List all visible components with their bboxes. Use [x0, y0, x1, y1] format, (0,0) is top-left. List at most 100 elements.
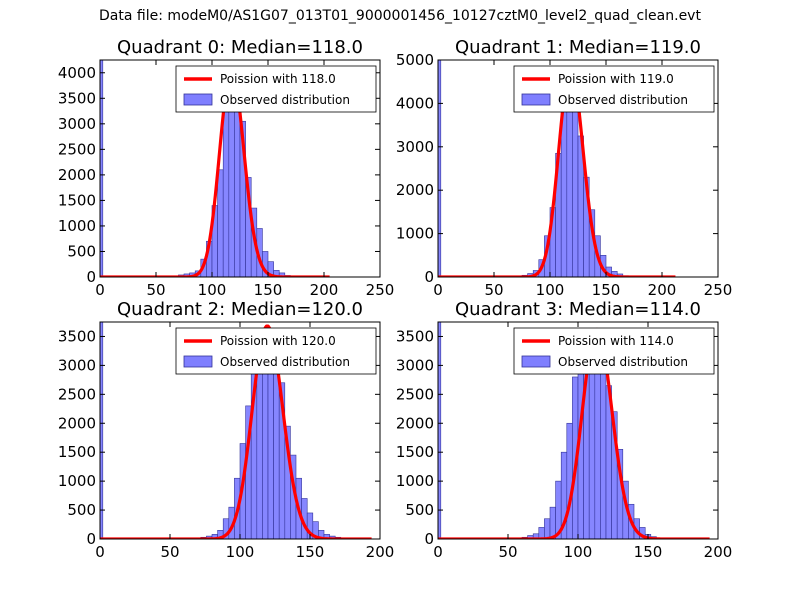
- x-tick-label: 200: [366, 543, 395, 561]
- y-tick-label: 2000: [396, 414, 434, 432]
- histogram-bar: [544, 518, 551, 539]
- x-tick-label: 0: [433, 281, 443, 299]
- x-tick-label: 100: [536, 281, 565, 299]
- y-tick-label: 5000: [396, 51, 434, 69]
- x-tick-label: 150: [254, 281, 283, 299]
- y-tick-label: 2500: [396, 385, 434, 403]
- y-tick-label: 1000: [58, 217, 96, 235]
- legend: Poission with 120.0 Observed distribution: [175, 327, 377, 375]
- plot-area: 0 50 100 150 2000500100015002000250030003500…: [58, 299, 395, 561]
- x-tick-label: 0: [433, 543, 443, 561]
- histogram-bar: [267, 261, 274, 277]
- panel-title: Quadrant 2: Median=120.0: [117, 299, 363, 320]
- x-tick-label: 50: [146, 281, 165, 299]
- quadrant-2-panel: 0 50 100 150 2000500100015002000250030003500…: [58, 299, 395, 561]
- y-tick-label: 500: [405, 501, 434, 519]
- y-tick-label: 0: [86, 268, 96, 286]
- plot-area: 0 50 100 150 2000500100015002000250030003500…: [396, 299, 733, 561]
- panel-title: Quadrant 1: Median=119.0: [455, 37, 701, 58]
- figure-title: Data file: modeM0/AS1G07_013T01_90000014…: [99, 8, 701, 24]
- y-tick-label: 1000: [396, 225, 434, 243]
- x-tick-label: 50: [160, 543, 179, 561]
- zero-bin-bar: [438, 322, 442, 539]
- x-tick-label: 150: [592, 281, 621, 299]
- x-tick-label: 250: [704, 281, 733, 299]
- x-tick-label: 100: [198, 281, 227, 299]
- data-layer: [100, 322, 372, 539]
- x-tick-label: 200: [704, 543, 733, 561]
- quadrant-1-panel: 0 50 100 150 200 250 0 1000 2000 3000 4000 5000 Quad…: [396, 37, 733, 299]
- y-tick-label: 0: [86, 530, 96, 548]
- x-tick-label: 50: [484, 281, 503, 299]
- y-tick-label: 0: [424, 530, 434, 548]
- histogram-bar: [572, 90, 579, 277]
- y-tick-label: 3000: [58, 115, 96, 133]
- legend-curve-label: Poission with 120.0: [220, 334, 336, 348]
- legend-bar-swatch: [183, 93, 213, 106]
- y-tick-label: 3500: [58, 89, 96, 107]
- y-tick-label: 1500: [58, 443, 96, 461]
- zero-bin-bar: [100, 322, 104, 539]
- y-tick-label: 3500: [58, 327, 96, 345]
- y-tick-label: 3000: [396, 356, 434, 374]
- y-tick-label: 1500: [396, 443, 434, 461]
- histogram-bar: [549, 506, 556, 539]
- histogram-bar: [566, 422, 573, 539]
- x-tick-label: 100: [564, 543, 593, 561]
- y-tick-label: 2500: [58, 385, 96, 403]
- axes-frame: [437, 59, 719, 278]
- quadrant-3-panel: 0 50 100 150 2000500100015002000250030003500…: [396, 299, 733, 561]
- legend-curve-label: Poission with 118.0: [220, 72, 336, 86]
- y-tick-label: 0: [424, 268, 434, 286]
- y-tick-label: 500: [67, 242, 96, 260]
- x-tick-label: 50: [498, 543, 517, 561]
- y-tick-label: 2000: [396, 181, 434, 199]
- legend-bar-swatch: [521, 93, 551, 106]
- y-tick-label: 4000: [58, 64, 96, 82]
- histogram-bar: [217, 169, 224, 277]
- histogram-bar: [600, 353, 607, 539]
- y-tick-label: 2000: [58, 166, 96, 184]
- histogram-bar: [278, 272, 286, 277]
- legend-bar-swatch: [183, 355, 213, 368]
- legend-bar-label: Observed distribution: [220, 355, 350, 369]
- y-tick-label: 3000: [396, 138, 434, 156]
- y-tick-label: 2000: [58, 414, 96, 432]
- legend-bar-label: Observed distribution: [558, 355, 688, 369]
- x-tick-label: 0: [95, 281, 105, 299]
- histogram-bar: [222, 100, 230, 277]
- panel-title: Quadrant 3: Median=114.0: [455, 299, 701, 320]
- legend-curve-label: Poission with 119.0: [558, 72, 674, 86]
- plot-area: 0 50 100 150 200 2500500100015002000250030003…: [58, 37, 395, 299]
- x-tick-label: 200: [310, 281, 339, 299]
- x-tick-label: 200: [648, 281, 677, 299]
- legend-curve-label: Poission with 114.0: [558, 334, 674, 348]
- x-tick-label: 0: [95, 543, 105, 561]
- x-tick-label: 150: [296, 543, 325, 561]
- poisson-curve: [438, 67, 676, 277]
- legend-bar-label: Observed distribution: [220, 93, 350, 107]
- x-tick-label: 250: [366, 281, 395, 299]
- y-tick-label: 3500: [396, 327, 434, 345]
- y-tick-label: 4000: [396, 94, 434, 112]
- x-tick-label: 100: [226, 543, 255, 561]
- legend-bar-label: Observed distribution: [558, 93, 688, 107]
- y-tick-label: 1000: [58, 472, 96, 490]
- legend: Poission with 118.0 Observed distribution: [175, 65, 377, 113]
- histogram-bar: [273, 359, 280, 539]
- y-tick-label: 500: [67, 501, 96, 519]
- y-tick-label: 2500: [58, 140, 96, 158]
- zero-bin-bar: [100, 60, 104, 277]
- legend: Poission with 114.0 Observed distribution: [513, 327, 715, 375]
- panel-title: Quadrant 0: Median=118.0: [117, 37, 363, 58]
- histogram-bar: [566, 87, 573, 277]
- y-tick-label: 1000: [396, 472, 434, 490]
- x-tick-label: 150: [634, 543, 663, 561]
- plot-area: 0 50 100 150 200 250 0 1000 2000 3000 4000 5000 Quad…: [396, 37, 733, 299]
- y-tick-label: 3000: [58, 356, 96, 374]
- y-tick-label: 1500: [58, 191, 96, 209]
- legend-bar-swatch: [521, 355, 551, 368]
- quadrant-0-panel: 0 50 100 150 200 2500500100015002000250030003…: [58, 37, 395, 299]
- axes-frame: [99, 59, 381, 278]
- legend: Poission with 119.0 Observed distribution: [513, 65, 715, 113]
